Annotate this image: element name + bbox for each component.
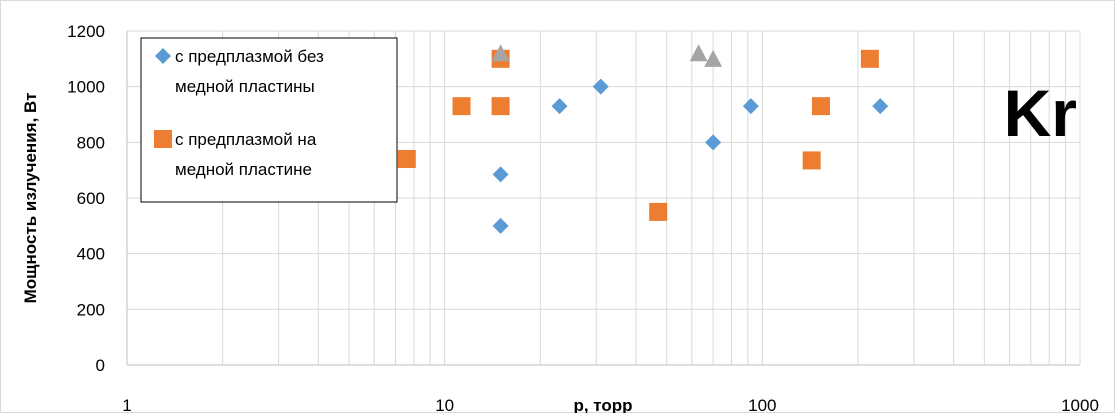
legend-diamond-icon	[155, 48, 171, 64]
square-data-point	[397, 150, 416, 169]
y-tick-label: 1200	[67, 22, 105, 41]
square-data-point	[802, 151, 821, 170]
y-tick-label: 1000	[67, 78, 105, 97]
axes	[126, 31, 1080, 366]
square-data-point	[860, 49, 879, 68]
square-data-point	[452, 97, 471, 116]
x-tick-label: 10	[435, 396, 454, 413]
element-annotation: Kr	[1004, 76, 1077, 150]
diamond-data-point	[492, 166, 509, 183]
legend-square-icon	[154, 130, 172, 148]
square-data-point	[491, 97, 510, 116]
x-tick-label: 1000	[1061, 396, 1099, 413]
y-axis-label: Мощность излучения, Вт	[21, 93, 40, 304]
legend-entry-label: с предплазмой без	[175, 47, 324, 66]
square-data-point	[649, 202, 668, 221]
x-tick-label: 1	[122, 396, 131, 413]
y-tick-label: 0	[96, 356, 105, 375]
triangle-data-point	[704, 49, 723, 67]
y-tick-label: 600	[77, 189, 105, 208]
legend-box	[140, 37, 398, 203]
legend: с предплазмой без медной пластины с предпл…	[140, 37, 398, 203]
legend-entry-label: медной пластины	[175, 77, 315, 96]
y-tick-label: 800	[77, 133, 105, 152]
legend-entry-label: с предплазмой на	[175, 130, 317, 149]
x-axis-label: p, торр	[573, 396, 632, 413]
tick-labels: 0 200 400 600 800 1000 1200 1 10 100 1000	[67, 22, 1099, 413]
x-tick-label: 100	[748, 396, 776, 413]
diamond-data-point	[872, 98, 889, 115]
diamond-data-point	[705, 134, 722, 151]
triangle-data-point	[491, 44, 510, 62]
y-tick-label: 200	[77, 300, 105, 319]
diamond-data-point	[592, 78, 609, 95]
data-points	[397, 44, 889, 234]
diamond-data-point	[551, 98, 568, 115]
y-tick-label: 400	[77, 245, 105, 264]
square-data-point	[812, 97, 831, 116]
legend-entry-label: медной пластине	[175, 160, 312, 179]
diamond-data-point	[492, 217, 509, 234]
triangle-data-point	[689, 44, 708, 62]
diamond-data-point	[742, 98, 759, 115]
